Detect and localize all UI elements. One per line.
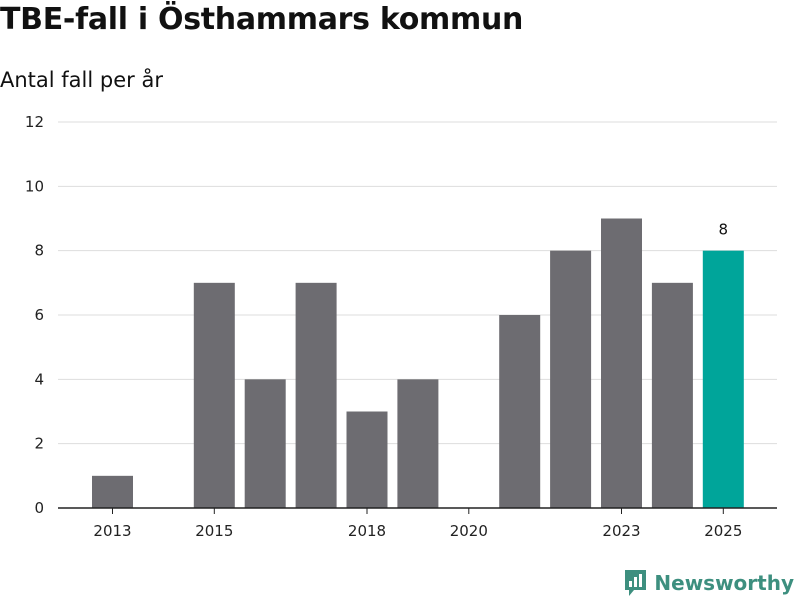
x-tick-label-2020: 2020 (450, 522, 488, 540)
chart-subtitle: Antal fall per år (0, 68, 163, 92)
x-tick-label-2013: 2013 (93, 522, 131, 540)
bar-2022 (550, 250, 592, 508)
x-tick-label-2025: 2025 (704, 522, 742, 540)
y-tick-label-12: 12 (25, 113, 44, 131)
y-tick-label-0: 0 (34, 499, 44, 517)
chart-title: TBE-fall i Östhammars kommun (0, 2, 524, 37)
y-tick-label-6: 6 (34, 306, 44, 324)
bar-2023 (601, 218, 642, 508)
bar-2015 (193, 282, 235, 508)
y-tick-label-10: 10 (25, 177, 44, 195)
bar-2018 (346, 411, 388, 508)
bar-2025 (702, 250, 744, 508)
newsworthy-logo-icon (625, 570, 647, 596)
bar-2019 (397, 379, 439, 508)
bar-2024 (651, 282, 693, 508)
data-label-2025: 8 (719, 221, 729, 239)
bar-2013 (92, 475, 133, 508)
brand-logo: Newsworthy (623, 569, 794, 597)
x-tick-label-2018: 2018 (348, 522, 386, 540)
x-tick-label-2023: 2023 (602, 522, 640, 540)
y-tick-label-4: 4 (34, 370, 44, 388)
y-tick-label-8: 8 (34, 242, 44, 260)
bar-2016 (244, 379, 286, 508)
brand-name: Newsworthy (654, 571, 794, 595)
bar-2017 (295, 282, 337, 508)
x-tick-label-2015: 2015 (195, 522, 233, 540)
y-tick-label-2: 2 (34, 435, 44, 453)
bar-2021 (499, 315, 541, 508)
